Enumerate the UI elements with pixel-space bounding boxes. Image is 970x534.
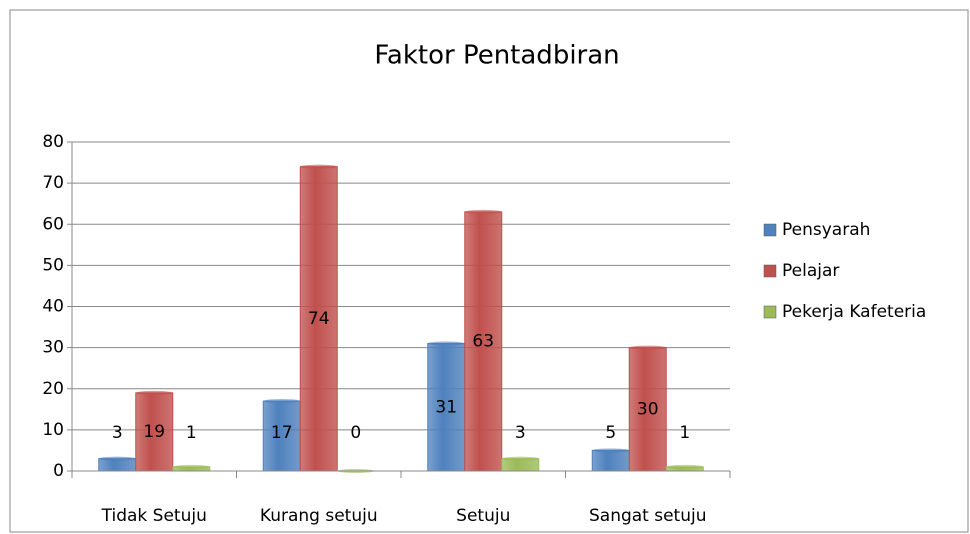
legend-label: Pensyarah xyxy=(782,220,870,240)
y-tick-label: 40 xyxy=(42,297,64,317)
y-tick-label: 70 xyxy=(42,173,64,193)
bar-top xyxy=(464,209,502,214)
data-label: 5 xyxy=(605,423,616,443)
y-tick-label: 30 xyxy=(42,338,64,358)
data-label: 19 xyxy=(143,422,165,442)
data-label: 3 xyxy=(112,423,123,443)
y-tick-label: 10 xyxy=(42,420,64,440)
bar-top xyxy=(666,464,704,469)
legend-label: Pekerja Kafeteria xyxy=(782,302,926,322)
bar xyxy=(427,343,466,472)
legend-swatch xyxy=(763,223,777,237)
data-label: 63 xyxy=(472,331,494,351)
y-tick-label: 80 xyxy=(42,132,64,152)
legend-swatch xyxy=(763,305,777,319)
bar-top xyxy=(501,456,539,461)
data-label: 3 xyxy=(515,423,526,443)
y-tick-label: 60 xyxy=(42,214,64,234)
bar xyxy=(628,347,667,472)
data-label: 30 xyxy=(637,399,659,419)
data-label: 1 xyxy=(679,423,690,443)
bar xyxy=(135,392,174,472)
y-tick-label: 50 xyxy=(42,255,64,275)
data-label: 31 xyxy=(435,397,457,417)
bar-top xyxy=(592,448,630,453)
data-label: 74 xyxy=(308,309,330,329)
bar-top xyxy=(263,399,301,404)
data-label: 1 xyxy=(186,423,197,443)
bar-top xyxy=(172,464,210,469)
y-tick-label: 0 xyxy=(53,461,64,481)
bar-top xyxy=(427,341,465,346)
bar xyxy=(591,449,630,472)
x-tick-label: Tidak Setuju xyxy=(101,506,207,526)
legend-swatch xyxy=(763,264,777,278)
x-tick-label: Kurang setuju xyxy=(260,506,378,526)
y-tick-label: 20 xyxy=(42,379,64,399)
bar-top xyxy=(629,345,667,350)
legend-label: Pelajar xyxy=(782,261,839,281)
bar-top xyxy=(300,164,338,169)
x-tick-label: Setuju xyxy=(456,506,510,526)
bar-top xyxy=(98,456,136,461)
data-label: 17 xyxy=(271,423,293,443)
data-label: 0 xyxy=(350,423,361,443)
x-tick-label: Sangat setuju xyxy=(589,506,707,526)
chart-title: Faktor Pentadbiran xyxy=(374,41,619,71)
bar-top xyxy=(135,390,173,395)
